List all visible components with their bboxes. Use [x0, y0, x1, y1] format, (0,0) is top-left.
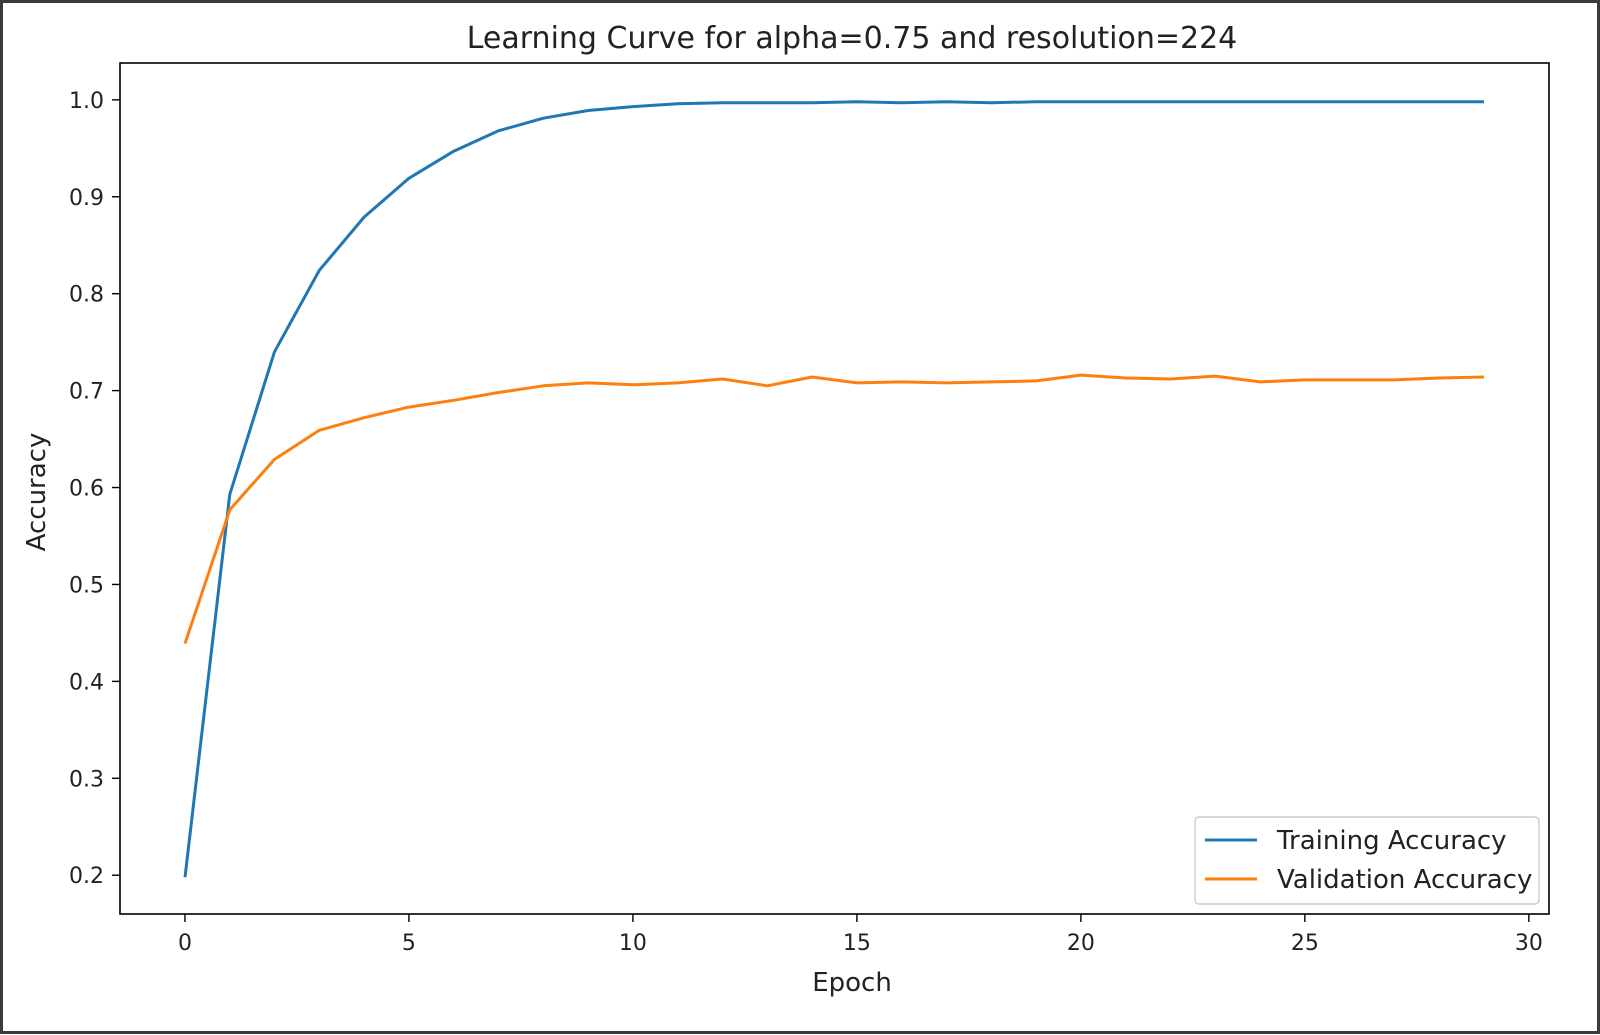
y-tick-label: 1.0 [69, 89, 104, 114]
chart-title: Learning Curve for alpha=0.75 and resolu… [467, 21, 1238, 56]
axes-frame [119, 62, 1550, 915]
y-tick-label: 0.8 [69, 283, 104, 308]
y-tick-label: 0.4 [69, 670, 104, 695]
line-validation-accuracy [183, 373, 1485, 645]
learning-curve-chart: Learning Curve for alpha=0.75 and resolu… [22, 21, 1550, 998]
legend-label-training-accuracy: Training Accuracy [1276, 826, 1507, 856]
x-tick-label: 15 [843, 931, 871, 956]
y-axis-label: Accuracy [22, 433, 52, 552]
x-tick-label: 5 [402, 931, 416, 956]
legend: Training Accuracy Validation Accuracy [1194, 816, 1540, 905]
x-axis-label: Epoch [812, 968, 892, 998]
y-tick-label: 0.2 [69, 864, 104, 889]
line-training-accuracy [183, 100, 1484, 878]
legend-box [1194, 816, 1540, 905]
plot-area: 0 5 10 15 20 25 30 0.2 0.3 0.4 0.5 0.6 0.7 0.8 0.9 1.0 [69, 62, 1550, 956]
x-tick-label: 25 [1291, 931, 1319, 956]
x-tick-label: 10 [619, 931, 647, 956]
x-tick-label: 20 [1067, 931, 1095, 956]
y-tick-label: 0.3 [69, 767, 104, 792]
legend-label-validation-accuracy: Validation Accuracy [1277, 865, 1532, 895]
x-tick-label: 0 [178, 931, 192, 956]
x-tick-label: 30 [1515, 931, 1543, 956]
y-tick-label: 0.5 [69, 573, 104, 598]
y-tick-label: 0.7 [69, 380, 104, 405]
y-tick-label: 0.9 [69, 186, 104, 211]
y-tick-label: 0.6 [69, 477, 104, 502]
